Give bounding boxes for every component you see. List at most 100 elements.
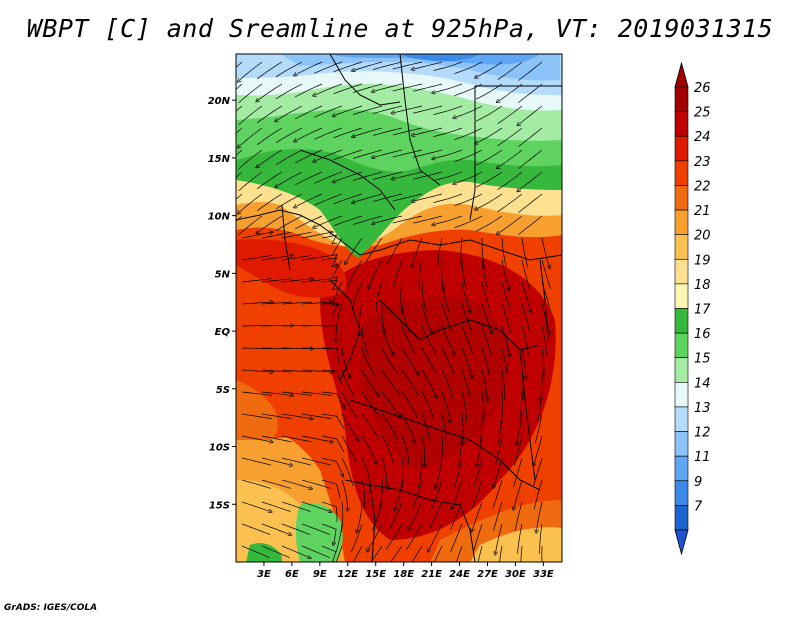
streamline xyxy=(436,457,443,487)
streamline xyxy=(437,237,443,268)
streamline xyxy=(331,259,343,282)
streamline xyxy=(281,301,312,305)
streamline xyxy=(501,369,506,400)
streamline xyxy=(537,391,543,422)
streamline xyxy=(472,501,483,530)
streamline xyxy=(412,149,443,158)
streamline xyxy=(433,215,463,225)
streamline xyxy=(295,193,323,207)
streamline xyxy=(256,171,283,190)
streamline xyxy=(387,237,403,265)
streamline xyxy=(314,127,343,140)
streamline xyxy=(498,149,523,168)
streamline xyxy=(381,369,400,395)
streamline xyxy=(501,281,511,311)
streamline xyxy=(301,369,332,372)
streamline xyxy=(421,369,436,397)
streamline xyxy=(461,259,467,290)
streamline xyxy=(421,435,425,466)
streamline xyxy=(476,61,503,77)
streamline xyxy=(477,435,483,466)
streamline xyxy=(401,347,418,374)
streamline xyxy=(281,325,313,327)
streamline xyxy=(495,435,503,466)
streamline xyxy=(361,479,365,510)
lon-tick-label: 30E xyxy=(505,569,526,580)
colorbar-swatch xyxy=(674,283,689,309)
streamline xyxy=(454,127,483,141)
streamline xyxy=(353,105,383,115)
streamline xyxy=(261,457,291,465)
streamline xyxy=(378,479,383,510)
streamline xyxy=(372,61,403,70)
streamline xyxy=(450,523,463,552)
streamline xyxy=(514,435,523,466)
streamline xyxy=(257,215,283,233)
streamline xyxy=(534,435,543,465)
streamline xyxy=(261,278,292,283)
lon-tick-label: 33E xyxy=(533,569,554,580)
streamline xyxy=(497,127,523,146)
streamline xyxy=(421,281,427,312)
streamline xyxy=(335,545,343,562)
streamline xyxy=(281,435,312,443)
streamline xyxy=(413,61,443,69)
streamline xyxy=(238,83,263,104)
streamline xyxy=(301,325,333,327)
colorbar-swatch xyxy=(674,234,689,260)
colorbar-label: 25 xyxy=(694,106,711,121)
streamline xyxy=(241,523,271,535)
streamline xyxy=(381,325,393,354)
streamline xyxy=(276,171,303,187)
streamline xyxy=(359,303,363,334)
streamline xyxy=(409,501,423,529)
streamline xyxy=(333,83,363,95)
streamline xyxy=(481,259,489,290)
streamline xyxy=(353,61,383,71)
streamline xyxy=(314,215,343,227)
streamline xyxy=(401,325,416,354)
colorbar-label: 12 xyxy=(694,426,711,441)
streamline xyxy=(381,391,399,416)
streamline xyxy=(373,149,403,158)
streamline xyxy=(275,61,303,78)
streamline xyxy=(294,171,323,186)
streamline xyxy=(501,347,509,378)
streamline xyxy=(281,413,312,419)
streamline xyxy=(433,171,463,182)
streamline xyxy=(236,61,243,68)
streamline xyxy=(281,501,311,512)
streamline xyxy=(412,479,423,509)
streamline xyxy=(321,234,338,245)
streamline xyxy=(372,127,403,136)
streamline xyxy=(454,83,483,97)
streamline xyxy=(412,83,443,92)
streamline xyxy=(460,237,463,268)
streamline xyxy=(412,105,443,114)
colorbar-label: 16 xyxy=(694,327,711,342)
streamline xyxy=(301,413,332,419)
streamline xyxy=(431,479,443,509)
streamline xyxy=(412,215,443,224)
streamline xyxy=(518,215,543,235)
streamline xyxy=(472,523,483,553)
lon-tick-label: 21E xyxy=(421,569,442,580)
colorbar-top-arrow xyxy=(674,61,689,88)
streamline xyxy=(241,457,272,466)
streamline xyxy=(395,479,403,509)
streamline xyxy=(241,232,271,239)
streamline xyxy=(301,278,332,283)
streamline xyxy=(353,149,383,159)
streamline xyxy=(331,281,343,305)
streamline xyxy=(476,193,503,209)
streamline xyxy=(333,127,363,139)
streamline xyxy=(477,545,483,562)
streamline xyxy=(238,149,263,170)
streamline xyxy=(481,391,485,422)
streamline xyxy=(497,413,503,444)
streamline xyxy=(433,127,463,138)
streamline xyxy=(392,215,423,224)
streamline xyxy=(541,325,548,356)
streamline xyxy=(493,501,503,531)
